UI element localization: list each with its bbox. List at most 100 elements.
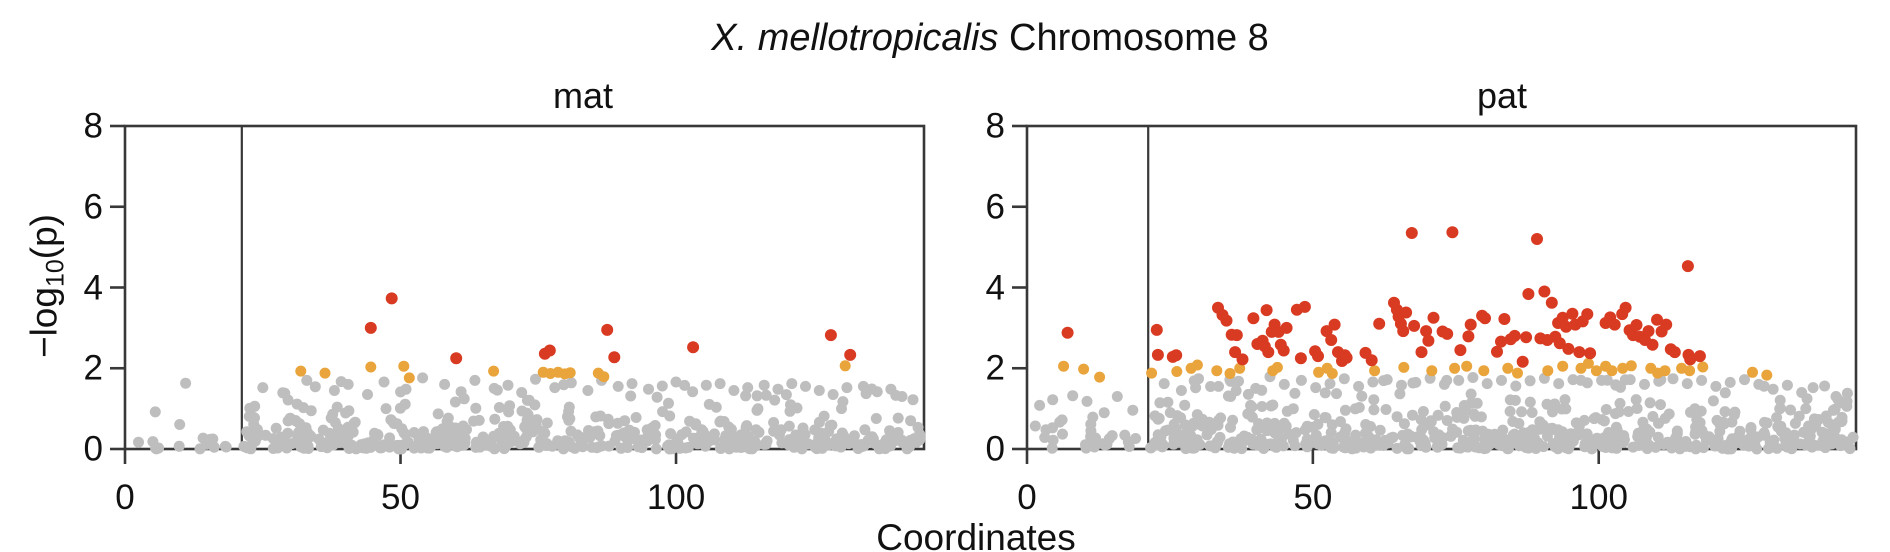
gray-point [455, 386, 467, 398]
orange-point [839, 360, 851, 372]
gray-point [564, 413, 576, 425]
orange-point [1461, 360, 1473, 372]
gray-point [1836, 415, 1848, 427]
gray-point [470, 402, 482, 414]
gray-point [1689, 403, 1701, 415]
red-point [1170, 349, 1183, 362]
gray-point [1767, 383, 1779, 395]
y-tick-label: 8 [83, 106, 103, 146]
gray-point [672, 434, 683, 446]
gray-point [901, 443, 913, 455]
red-point [1420, 325, 1433, 338]
gray-point [1272, 430, 1284, 442]
gray-point [682, 441, 694, 453]
gray-point [245, 443, 257, 455]
gray-point [1771, 442, 1783, 454]
gray-point [301, 374, 313, 386]
gray-point [1433, 429, 1445, 441]
gray-point [522, 424, 533, 435]
gray-point [534, 439, 546, 451]
red-point [1693, 350, 1706, 363]
red-point [1320, 325, 1333, 338]
gray-point [1175, 385, 1187, 396]
orange-point [1590, 365, 1602, 377]
red-point [1560, 320, 1573, 333]
gray-point [1039, 432, 1051, 443]
gray-point [441, 441, 453, 453]
red-point [1553, 337, 1566, 350]
gray-point [1541, 398, 1553, 410]
orange-point [488, 365, 500, 377]
gray-point [1830, 391, 1842, 402]
gray-point [1356, 390, 1368, 402]
gray-point [1204, 440, 1216, 452]
gray-point [1510, 380, 1522, 392]
gray-point [1384, 433, 1396, 445]
gray-point [583, 425, 594, 436]
orange-point [1234, 362, 1246, 374]
gray-point [880, 434, 892, 446]
orange-point [1542, 365, 1554, 377]
gray-point [1800, 403, 1812, 415]
gray-point [1264, 424, 1276, 436]
gray-point [1680, 440, 1692, 452]
gray-point [1381, 374, 1393, 386]
gray-point [1807, 422, 1819, 434]
gray-point [1524, 396, 1536, 408]
gray-point [1459, 404, 1471, 416]
orange-point [1191, 359, 1203, 371]
gray-point [1319, 412, 1331, 423]
gray-point [1600, 404, 1612, 415]
orange-point [1625, 360, 1637, 372]
gray-point [549, 382, 561, 394]
red-point [1247, 312, 1260, 325]
gray-point [1718, 440, 1730, 452]
red-point [1236, 353, 1249, 366]
gray-point [1119, 429, 1131, 441]
gray-point [1570, 428, 1582, 440]
gray-point [690, 419, 702, 431]
gray-point [1614, 397, 1626, 409]
gray-point [1145, 442, 1157, 454]
gray-point [1719, 406, 1731, 418]
red-point [1508, 329, 1521, 342]
gray-point [1535, 422, 1547, 434]
gray-point [1245, 399, 1257, 411]
gray-point [1230, 385, 1242, 397]
gray-point [1796, 387, 1808, 398]
gray-point [1644, 397, 1656, 409]
gray-point [400, 383, 412, 395]
gray-point [309, 381, 321, 393]
gray-point [1407, 409, 1418, 421]
red-point [1422, 334, 1435, 347]
gray-point [786, 378, 798, 390]
gray-point [1098, 407, 1110, 419]
gray-point [1338, 373, 1350, 385]
gray-point [1694, 417, 1706, 429]
orange-point [1078, 363, 1090, 375]
gray-point [714, 378, 726, 390]
red-point [601, 323, 614, 336]
gray-point [912, 421, 924, 433]
gray-point [1647, 411, 1659, 422]
y-tick-label: 0 [985, 429, 1005, 469]
gray-point [1808, 440, 1820, 452]
orange-point [1478, 365, 1490, 377]
gray-point [1158, 378, 1170, 390]
gray-point [1785, 404, 1796, 416]
orange-point [598, 371, 610, 383]
gray-point [516, 387, 528, 398]
panel-pat [1012, 124, 1859, 464]
y-tick-label: 4 [83, 268, 103, 307]
gray-point [173, 440, 185, 452]
gray-point [1331, 388, 1342, 400]
gray-point [1610, 379, 1622, 391]
red-point [1405, 227, 1418, 239]
gray-point [1252, 439, 1264, 451]
gray-point [1524, 375, 1536, 387]
gray-point [752, 403, 764, 415]
gray-point [715, 443, 727, 454]
gray-point [822, 439, 834, 451]
gray-point [663, 397, 674, 409]
gray-point [1788, 429, 1800, 441]
